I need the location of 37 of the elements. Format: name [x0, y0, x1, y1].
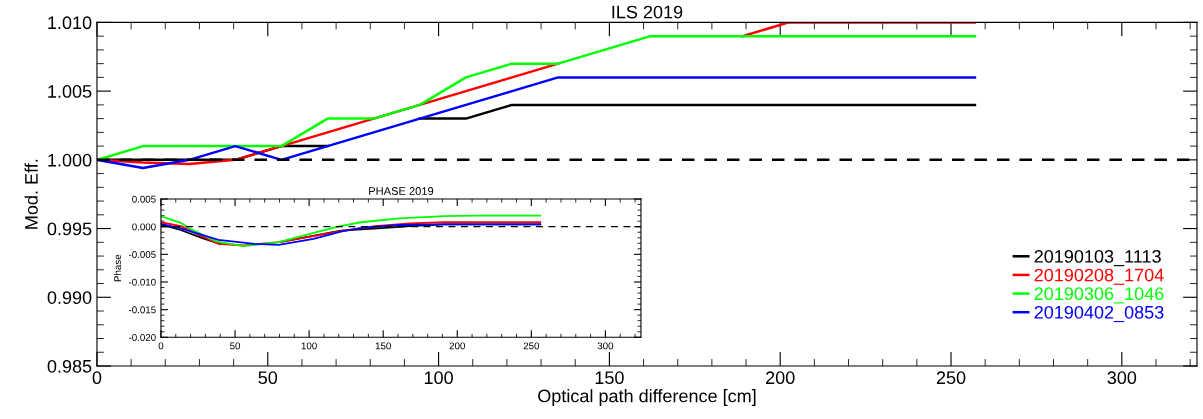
x-tick-label: 150	[375, 342, 391, 350]
y-tick-label: 1.010	[48, 16, 92, 30]
y-axis-title: Mod. Eff.	[24, 159, 38, 229]
legend-label: 20190208_1704	[1034, 268, 1164, 285]
x-tick-label: 100	[301, 342, 317, 350]
legend-label: 20190402_0853	[1034, 305, 1164, 323]
x-tick-label: 200	[449, 342, 465, 350]
y-axis-title: Phase	[113, 254, 122, 282]
chart-title: PHASE 2019	[369, 187, 434, 195]
y-tick-label: 1.000	[48, 153, 92, 167]
chart-title: ILS 2019	[612, 5, 683, 19]
x-axis-title: Optical path difference [cm]	[538, 389, 756, 406]
y-tick-label: -0.020	[128, 334, 156, 341]
x-tick-label: 0	[92, 371, 102, 385]
x-tick-label: 250	[936, 371, 966, 385]
y-tick-label: 1.005	[48, 85, 92, 98]
line-series	[96, 76, 977, 170]
y-tick-label: -0.015	[128, 306, 156, 314]
y-tick-label: 0.995	[47, 222, 92, 236]
y-tick-label: -0.005	[128, 251, 156, 258]
x-tick-label: 200	[766, 371, 795, 385]
x-tick-label: 250	[523, 342, 540, 350]
legend-label: 20190306_1046	[1034, 287, 1164, 304]
line-series	[160, 214, 542, 247]
y-tick-label: -0.010	[128, 278, 156, 286]
y-tick-label: 0.005	[132, 195, 156, 203]
x-tick-label: 150	[595, 371, 624, 385]
legend-label: 20190103_1113	[1034, 250, 1161, 267]
x-tick-label: 300	[1107, 371, 1137, 385]
x-tick-label: 50	[230, 342, 241, 350]
y-tick-label: 0.000	[132, 223, 156, 231]
x-tick-label: 300	[597, 342, 614, 350]
y-tick-label: 0.985	[47, 359, 92, 373]
x-tick-label: 100	[424, 371, 453, 385]
y-tick-label: 0.990	[47, 291, 92, 304]
x-tick-label: 50	[258, 371, 278, 385]
x-tick-label: 0	[158, 342, 164, 350]
